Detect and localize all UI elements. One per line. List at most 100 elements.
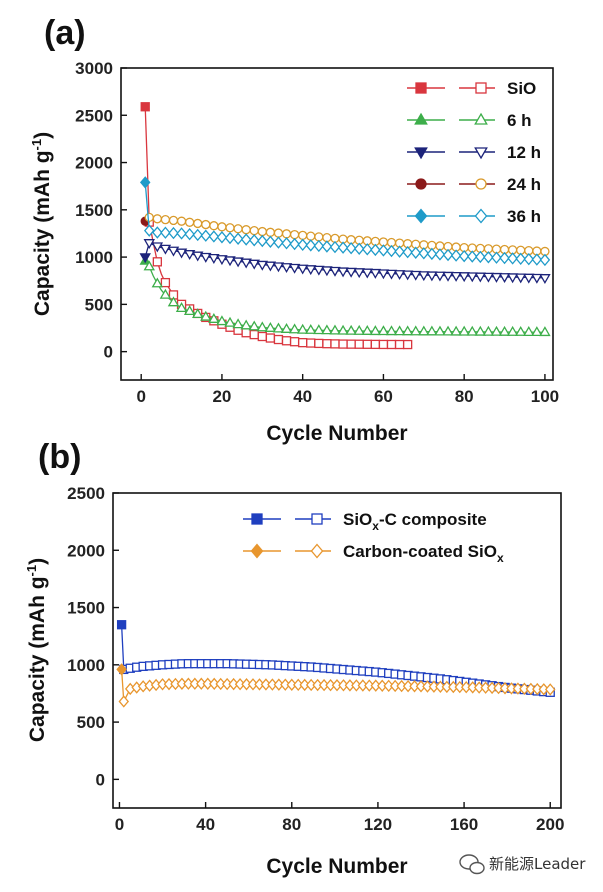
data-point: [192, 228, 203, 242]
data-point: [168, 215, 179, 226]
data-point: [217, 222, 227, 232]
data-point: [498, 325, 511, 336]
data-point-filled: [140, 102, 150, 112]
legend-marker-open: [475, 178, 487, 190]
data-point: [370, 339, 381, 350]
data-point: [305, 323, 317, 334]
data-point: [118, 695, 130, 708]
data-point: [265, 333, 276, 343]
data-point: [233, 224, 243, 234]
data-point: [144, 224, 155, 237]
data-point: [264, 261, 277, 272]
data-point: [514, 273, 527, 284]
data-point: [544, 683, 556, 696]
data-point: [329, 240, 341, 254]
data-point: [418, 325, 430, 336]
data-point: [240, 258, 252, 269]
data-point: [272, 262, 285, 273]
y-tick-label: 1000: [75, 248, 113, 267]
data-point: [330, 339, 340, 349]
data-point: [175, 248, 188, 259]
panel-b-ylabel: Capacity (mAh g-1): [24, 558, 49, 742]
legend-label: 24 h: [507, 175, 541, 194]
y-tick-label: 500: [77, 713, 105, 732]
data-point: [297, 238, 308, 252]
data-point: [208, 253, 220, 264]
y-tick-label: 2500: [67, 484, 105, 503]
data-point: [458, 249, 470, 263]
legend-gap: [445, 213, 459, 219]
data-point: [442, 325, 454, 336]
data-point: [523, 326, 535, 336]
legend-gap: [445, 117, 459, 123]
x-tick-label: 20: [212, 387, 231, 406]
data-point: [354, 339, 364, 349]
data-point: [410, 246, 421, 259]
data-point: [184, 217, 195, 227]
data-point: [378, 244, 389, 257]
data-point: [474, 272, 487, 283]
data-point: [256, 321, 269, 332]
data-point: [345, 324, 357, 335]
data-point: [257, 234, 268, 248]
data-point: [329, 266, 341, 277]
data-point: [434, 325, 446, 336]
data-point: [353, 324, 365, 335]
y-tick-label: 1000: [67, 656, 105, 675]
panel-b-ylabel-close: ): [26, 558, 49, 565]
data-point: [434, 248, 446, 261]
data-point: [401, 325, 414, 336]
data-point: [482, 325, 495, 336]
data-point: [248, 259, 260, 270]
data-point: [345, 267, 357, 278]
legend-item: SiO: [407, 79, 536, 98]
data-point: [321, 240, 333, 253]
data-point: [306, 231, 316, 241]
data-point: [200, 252, 212, 263]
legend-label: 6 h: [507, 111, 532, 130]
data-point: [475, 250, 486, 264]
data-point: [394, 339, 405, 350]
series-6-h: [139, 254, 551, 337]
legend-marker-open: [475, 82, 487, 94]
data-point: [514, 325, 527, 336]
legend-gap: [281, 516, 295, 522]
data-point: [313, 265, 325, 276]
y-tick-label: 2000: [67, 541, 105, 560]
data-point: [314, 338, 324, 349]
data-point: [143, 260, 155, 271]
x-tick-label: 80: [282, 815, 301, 834]
data-point: [200, 310, 212, 321]
legend-item: 24 h: [407, 175, 541, 194]
legend-marker-open: [311, 513, 323, 525]
data-point: [184, 228, 195, 241]
panel-a-ylabel-sup: -1: [29, 139, 44, 151]
data-point: [248, 234, 260, 247]
data-point: [345, 241, 357, 255]
data-point: [474, 325, 487, 336]
panel-b-xlabel: Cycle Number: [266, 855, 407, 878]
data-point: [322, 339, 332, 349]
legend-item: SiOx-C composite: [243, 510, 487, 533]
x-tick-label: 160: [450, 815, 478, 834]
data-point: [378, 339, 389, 350]
data-point: [450, 249, 462, 262]
data-point: [249, 225, 259, 236]
data-point: [191, 251, 204, 262]
data-point: [288, 263, 301, 274]
data-point: [506, 325, 519, 336]
legend-marker-open: [474, 112, 488, 125]
data-point: [167, 246, 180, 257]
panel-b-ylabel-main: Capacity (mAh g: [26, 576, 49, 742]
data-point: [483, 251, 494, 264]
data-point: [313, 324, 325, 335]
data-point: [314, 232, 324, 242]
data-point: [273, 228, 284, 238]
data-point: [289, 337, 300, 347]
x-tick-label: 120: [364, 815, 392, 834]
data-point: [143, 239, 155, 250]
legend-item: Carbon-coated SiOx: [243, 542, 504, 565]
legend-marker-open: [474, 147, 488, 160]
data-point: [353, 268, 365, 279]
data-point: [168, 226, 179, 240]
